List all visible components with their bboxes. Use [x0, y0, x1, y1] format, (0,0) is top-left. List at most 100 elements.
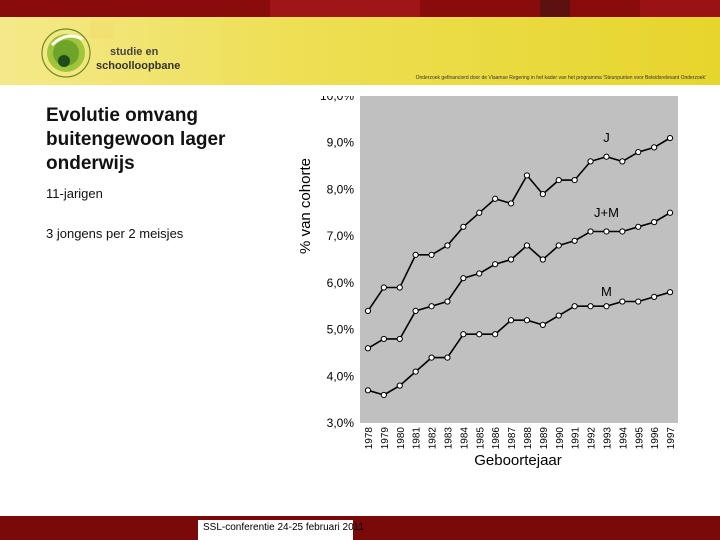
x-tick-label: 1981 [412, 427, 423, 450]
footer-text: SSL-conferentie 24-25 februari 2011 [203, 522, 365, 533]
data-point [428, 303, 435, 310]
data-point [523, 242, 531, 249]
data-point [507, 256, 515, 263]
plot-area [360, 96, 678, 423]
data-point [666, 209, 674, 216]
logo-text-bottom: schoolloopbanen [96, 60, 180, 72]
x-tick-label: 1978 [364, 427, 375, 450]
data-point [587, 303, 594, 310]
slide-title: Evolutie omvang buitengewoon lager onder… [46, 104, 286, 176]
data-point [555, 242, 562, 249]
data-point [476, 209, 483, 216]
data-point [587, 158, 594, 165]
data-point [428, 251, 435, 258]
slide-title-line: buitengewoon lager [46, 129, 226, 150]
data-point [460, 331, 467, 338]
data-point [571, 176, 578, 184]
data-point [651, 293, 658, 300]
data-point [492, 261, 499, 268]
x-tick-label: 1993 [602, 427, 613, 450]
data-point [539, 191, 546, 198]
data-point [428, 354, 435, 361]
data-point [492, 195, 499, 202]
data-point [619, 298, 626, 305]
data-point [666, 134, 674, 142]
funder-note: Onderzoek gefinancierd door de Vlaamse R… [415, 75, 706, 81]
data-point [619, 158, 626, 165]
y-tick-label: 5,0% [327, 323, 355, 337]
y-axis: 3,0% 4,0% 5,0% 6,0% 7,0% 8,0% 9,0% 10,0% [320, 96, 354, 430]
data-point [555, 176, 562, 184]
x-tick-label: 1994 [618, 427, 629, 450]
x-tick-label: 1983 [443, 427, 454, 450]
x-tick-label: 1997 [666, 427, 677, 450]
data-point [380, 335, 387, 343]
data-point [492, 331, 499, 338]
x-tick-label: 1990 [555, 427, 566, 450]
x-tick-label: 1979 [380, 427, 391, 450]
data-point [666, 289, 674, 296]
x-tick-label: 1995 [634, 427, 645, 450]
x-tick-label: 1986 [491, 427, 502, 450]
y-tick-label: 3,0% [327, 416, 355, 430]
data-point [476, 270, 483, 277]
data-point [444, 242, 451, 249]
x-tick-label: 1992 [587, 427, 598, 450]
series-layer: J J+M M [364, 130, 674, 399]
x-tick-label: 1996 [650, 427, 661, 450]
data-point [635, 223, 642, 230]
data-point [364, 387, 372, 394]
data-point [635, 148, 642, 156]
x-tick-label: 1980 [396, 427, 407, 450]
data-point [571, 237, 578, 244]
data-point [539, 321, 546, 328]
top-bar-segment [540, 0, 570, 17]
data-point [507, 317, 515, 324]
data-point [651, 144, 658, 151]
x-tick-label: 1991 [571, 427, 582, 450]
data-point [523, 172, 531, 179]
data-point [523, 317, 531, 324]
slide-title-line: onderwijs [46, 153, 135, 174]
data-point [635, 298, 642, 305]
ssl-logo: studie en schoolloopbanen [41, 21, 180, 78]
data-point [460, 223, 467, 230]
series-label: J [603, 130, 610, 145]
footer-box [198, 520, 353, 540]
data-point [507, 200, 515, 207]
data-point [555, 312, 562, 319]
x-axis-label: Geboortejaar [474, 452, 562, 469]
data-point [396, 284, 403, 291]
y-tick-label: 4,0% [327, 369, 355, 383]
x-tick-label: 1982 [428, 427, 439, 450]
series-label: M [601, 284, 612, 299]
data-point [364, 307, 372, 314]
x-tick-label: 1984 [459, 427, 470, 450]
data-point [364, 345, 372, 352]
data-point [603, 153, 610, 160]
series-label: J+M [594, 205, 619, 220]
data-point [603, 303, 610, 310]
line-chart: 3,0%4,0%5,0%6,0%7,0%8,0%9,0%10,0% 1978 19… [297, 96, 678, 469]
data-point [396, 382, 403, 389]
x-axis: 1978 1979 1980 1981 1982 1983 1984 1985 1986 1987… [364, 427, 677, 450]
data-point [603, 228, 610, 235]
y-tick-label: 9,0% [327, 136, 355, 150]
data-point [539, 256, 546, 263]
x-tick-label: 1989 [539, 427, 550, 450]
data-point [651, 219, 658, 226]
slide-title-line: Evolutie omvang [46, 105, 199, 126]
subtitle-ratio: 3 jongens per 2 meisjes [46, 226, 184, 241]
logo-text-top: studie en [110, 46, 159, 58]
top-bar [0, 0, 720, 17]
data-point [460, 275, 467, 282]
data-point [571, 303, 578, 310]
y-axis-label: % van cohorte [297, 158, 314, 254]
x-tick-label: 1988 [523, 427, 534, 450]
slide-header: studie en schoolloopbanen Onderzoek gefi… [0, 17, 720, 85]
y-tick-label: 6,0% [327, 276, 355, 290]
data-point [380, 391, 387, 399]
footer-bar [0, 516, 720, 540]
data-point [412, 251, 419, 258]
data-point [444, 298, 451, 305]
